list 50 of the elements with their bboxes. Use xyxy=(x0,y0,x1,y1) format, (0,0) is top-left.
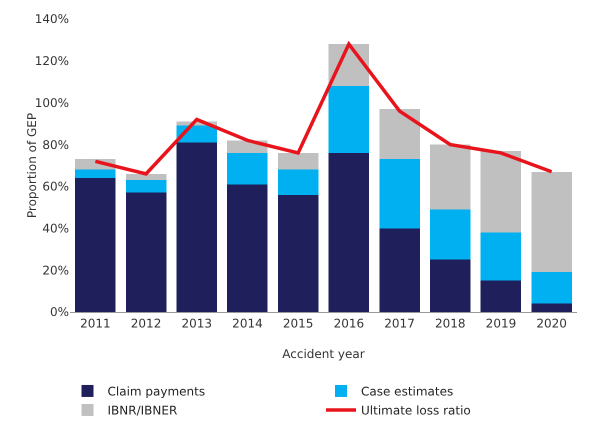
y-tick-label: 80% xyxy=(42,138,69,152)
bar xyxy=(531,272,572,304)
bar xyxy=(126,174,166,180)
x-axis-title: Accident year xyxy=(282,347,365,361)
y-tick-label: 40% xyxy=(42,221,69,236)
bar xyxy=(126,192,166,312)
bar xyxy=(531,172,572,272)
x-tick-label: 2011 xyxy=(80,316,111,330)
bar xyxy=(430,260,471,312)
bar xyxy=(278,194,318,312)
y-axis-title: Proportion of GEP xyxy=(25,112,39,218)
bar xyxy=(176,142,218,312)
bar xyxy=(480,150,522,232)
bar xyxy=(430,209,471,260)
legend-label: Claim payments xyxy=(108,384,206,399)
x-tick-label: 2020 xyxy=(536,316,567,330)
x-tick-label: 2014 xyxy=(232,316,263,330)
bar xyxy=(75,170,116,178)
bar xyxy=(227,152,268,184)
bar xyxy=(75,178,116,312)
x-tick-label: 2018 xyxy=(434,316,466,330)
y-tick-label: 60% xyxy=(42,180,69,194)
bar xyxy=(379,228,420,312)
bar xyxy=(278,170,318,195)
x-tick-label: 2015 xyxy=(282,316,314,330)
bar xyxy=(278,152,318,170)
x-tick-label: 2013 xyxy=(181,316,212,330)
y-tick-label: 140% xyxy=(34,12,69,26)
bar xyxy=(227,184,268,312)
legend-label: Ultimate loss ratio xyxy=(361,404,471,418)
bar xyxy=(126,180,166,193)
bar xyxy=(531,304,572,312)
x-tick-label: 2012 xyxy=(130,316,162,330)
y-tick-label: 0% xyxy=(50,305,69,320)
bar xyxy=(379,108,420,160)
x-tick-label: 2019 xyxy=(486,316,516,330)
x-tick-label: 2017 xyxy=(384,316,415,330)
legend-label: Case estimates xyxy=(361,384,454,399)
y-tick-label: 100% xyxy=(34,96,69,110)
x-tick-label: 2016 xyxy=(334,316,364,330)
y-tick-label: 120% xyxy=(34,54,69,68)
y-tick-label: 20% xyxy=(42,263,69,278)
line-series xyxy=(94,42,554,176)
bar xyxy=(480,280,522,312)
bar xyxy=(328,86,370,153)
bar xyxy=(328,152,370,312)
bar xyxy=(379,159,420,228)
bar xyxy=(480,232,522,281)
bar xyxy=(430,144,471,210)
legend-label: IBNR/IBNER xyxy=(108,404,178,418)
